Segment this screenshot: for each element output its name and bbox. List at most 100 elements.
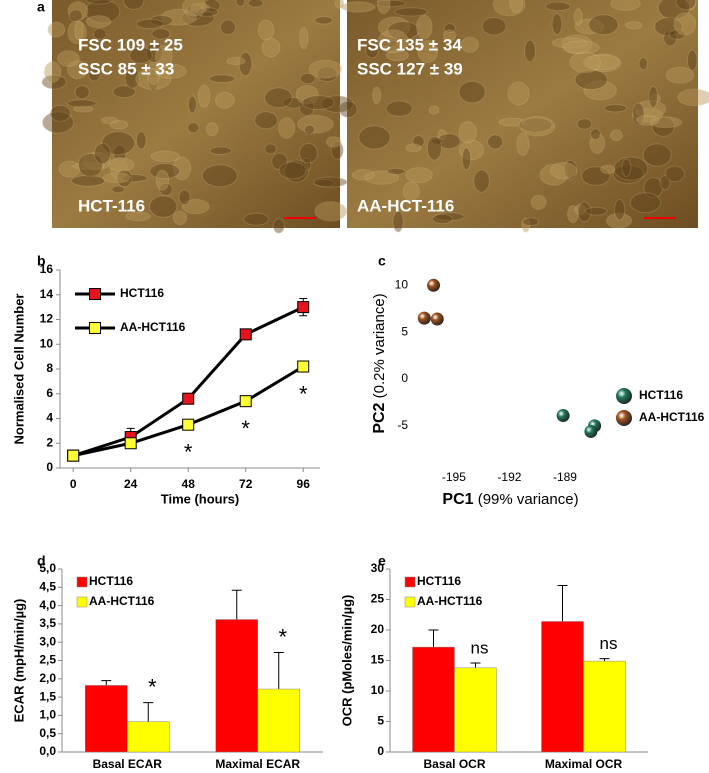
cell: [621, 158, 632, 177]
cell: [549, 161, 578, 180]
x-tick-label: 96: [297, 477, 311, 491]
marker: [182, 392, 195, 405]
point: [430, 312, 444, 326]
cell: [574, 18, 605, 35]
cell: [85, 15, 112, 29]
significance-mark: *: [184, 440, 193, 465]
y-tick-label: 4,5: [39, 579, 56, 593]
cell: [580, 166, 611, 186]
legend-label: HCT116: [89, 574, 133, 588]
cell: [298, 98, 315, 117]
cell: [613, 156, 649, 181]
cell: [122, 0, 145, 11]
error-bar: [428, 629, 439, 648]
cell: [314, 16, 334, 25]
cell: [437, 129, 447, 141]
cell: [181, 9, 215, 27]
cell: [68, 9, 83, 22]
cell: [613, 198, 626, 221]
cell: [624, 21, 643, 30]
y-tick-label: 25: [371, 592, 385, 606]
bar: [257, 688, 300, 753]
panel-label: c: [378, 253, 386, 269]
micrograph: [347, 0, 698, 228]
cell: [187, 122, 200, 134]
cell: [254, 111, 278, 130]
cell: [264, 143, 277, 155]
legend-marker: [89, 322, 101, 334]
y-axis-label-bold: PC2: [371, 402, 388, 433]
legend-marker: [76, 596, 88, 608]
significance-mark: ns: [600, 634, 618, 653]
cell: [301, 95, 335, 111]
cell: [243, 212, 270, 226]
y-tick-label: 8: [46, 361, 53, 375]
y-tick-label: 12: [40, 312, 54, 326]
y-tick-label: 5: [401, 324, 408, 338]
cell: [299, 27, 309, 50]
cell: [631, 107, 664, 123]
cell: [492, 0, 526, 17]
cell: [264, 87, 293, 109]
cell: [172, 210, 188, 226]
bar: [541, 621, 584, 753]
y-tick-label: 2: [46, 435, 53, 449]
cell: [129, 46, 153, 64]
image-label: AA-HCT-116: [357, 196, 454, 215]
cell: [41, 74, 67, 90]
y-tick-label: 16: [40, 262, 54, 276]
y-tick-label: 10: [40, 336, 54, 350]
cell: [88, 68, 101, 82]
x-tick-label: Maximal OCR: [545, 757, 623, 771]
cell: [377, 29, 409, 54]
cell: [632, 102, 645, 126]
cell: [334, 0, 345, 9]
cell: [73, 105, 94, 113]
significance-mark: *: [299, 381, 308, 406]
point: [556, 409, 570, 423]
cell: [314, 178, 335, 188]
cell: [308, 59, 343, 79]
y-tick-label: 2,0: [39, 671, 56, 685]
cell: [428, 105, 440, 115]
cell: [150, 150, 181, 163]
bar: [127, 721, 170, 753]
x-tick-label: Maximal ECAR: [215, 757, 300, 771]
cell: [112, 85, 136, 99]
cell: [405, 167, 433, 184]
marker: [124, 437, 137, 450]
cell: [187, 95, 197, 114]
cell: [238, 51, 253, 77]
y-tick-label: 10: [371, 683, 385, 697]
cell: [206, 122, 219, 137]
cell: [67, 1, 89, 21]
cell: [648, 85, 659, 108]
cell: [125, 211, 151, 222]
cell: [181, 199, 210, 215]
legend-label: AA-HCT116: [417, 594, 483, 608]
cell: [376, 0, 391, 15]
cell: [612, 164, 645, 184]
cell: [247, 0, 264, 8]
cell: [320, 95, 354, 113]
y-tick-label: 3,0: [39, 634, 56, 648]
cell: [442, 29, 456, 42]
legend-label: HCT116: [120, 286, 164, 300]
cell: [385, 49, 409, 62]
legend-label: AA-HCT116: [120, 320, 186, 334]
legend-label: HCT116: [417, 574, 461, 588]
cell: [677, 88, 709, 107]
x-tick-label: -189: [553, 470, 577, 484]
y-axis-label: Normalised Cell Number: [11, 294, 26, 445]
cell: [303, 124, 316, 135]
cell: [271, 152, 288, 171]
x-tick-label: 72: [239, 477, 253, 491]
x-tick-label: 48: [182, 477, 196, 491]
error-bar: [143, 702, 154, 722]
cell: [551, 13, 563, 35]
cell: [684, 0, 697, 11]
x-axis-label: PC1 (99% variance): [442, 491, 578, 508]
cell: [569, 51, 602, 74]
cell: [583, 54, 620, 71]
image-annotation: FSC 109 ± 25: [78, 35, 183, 54]
